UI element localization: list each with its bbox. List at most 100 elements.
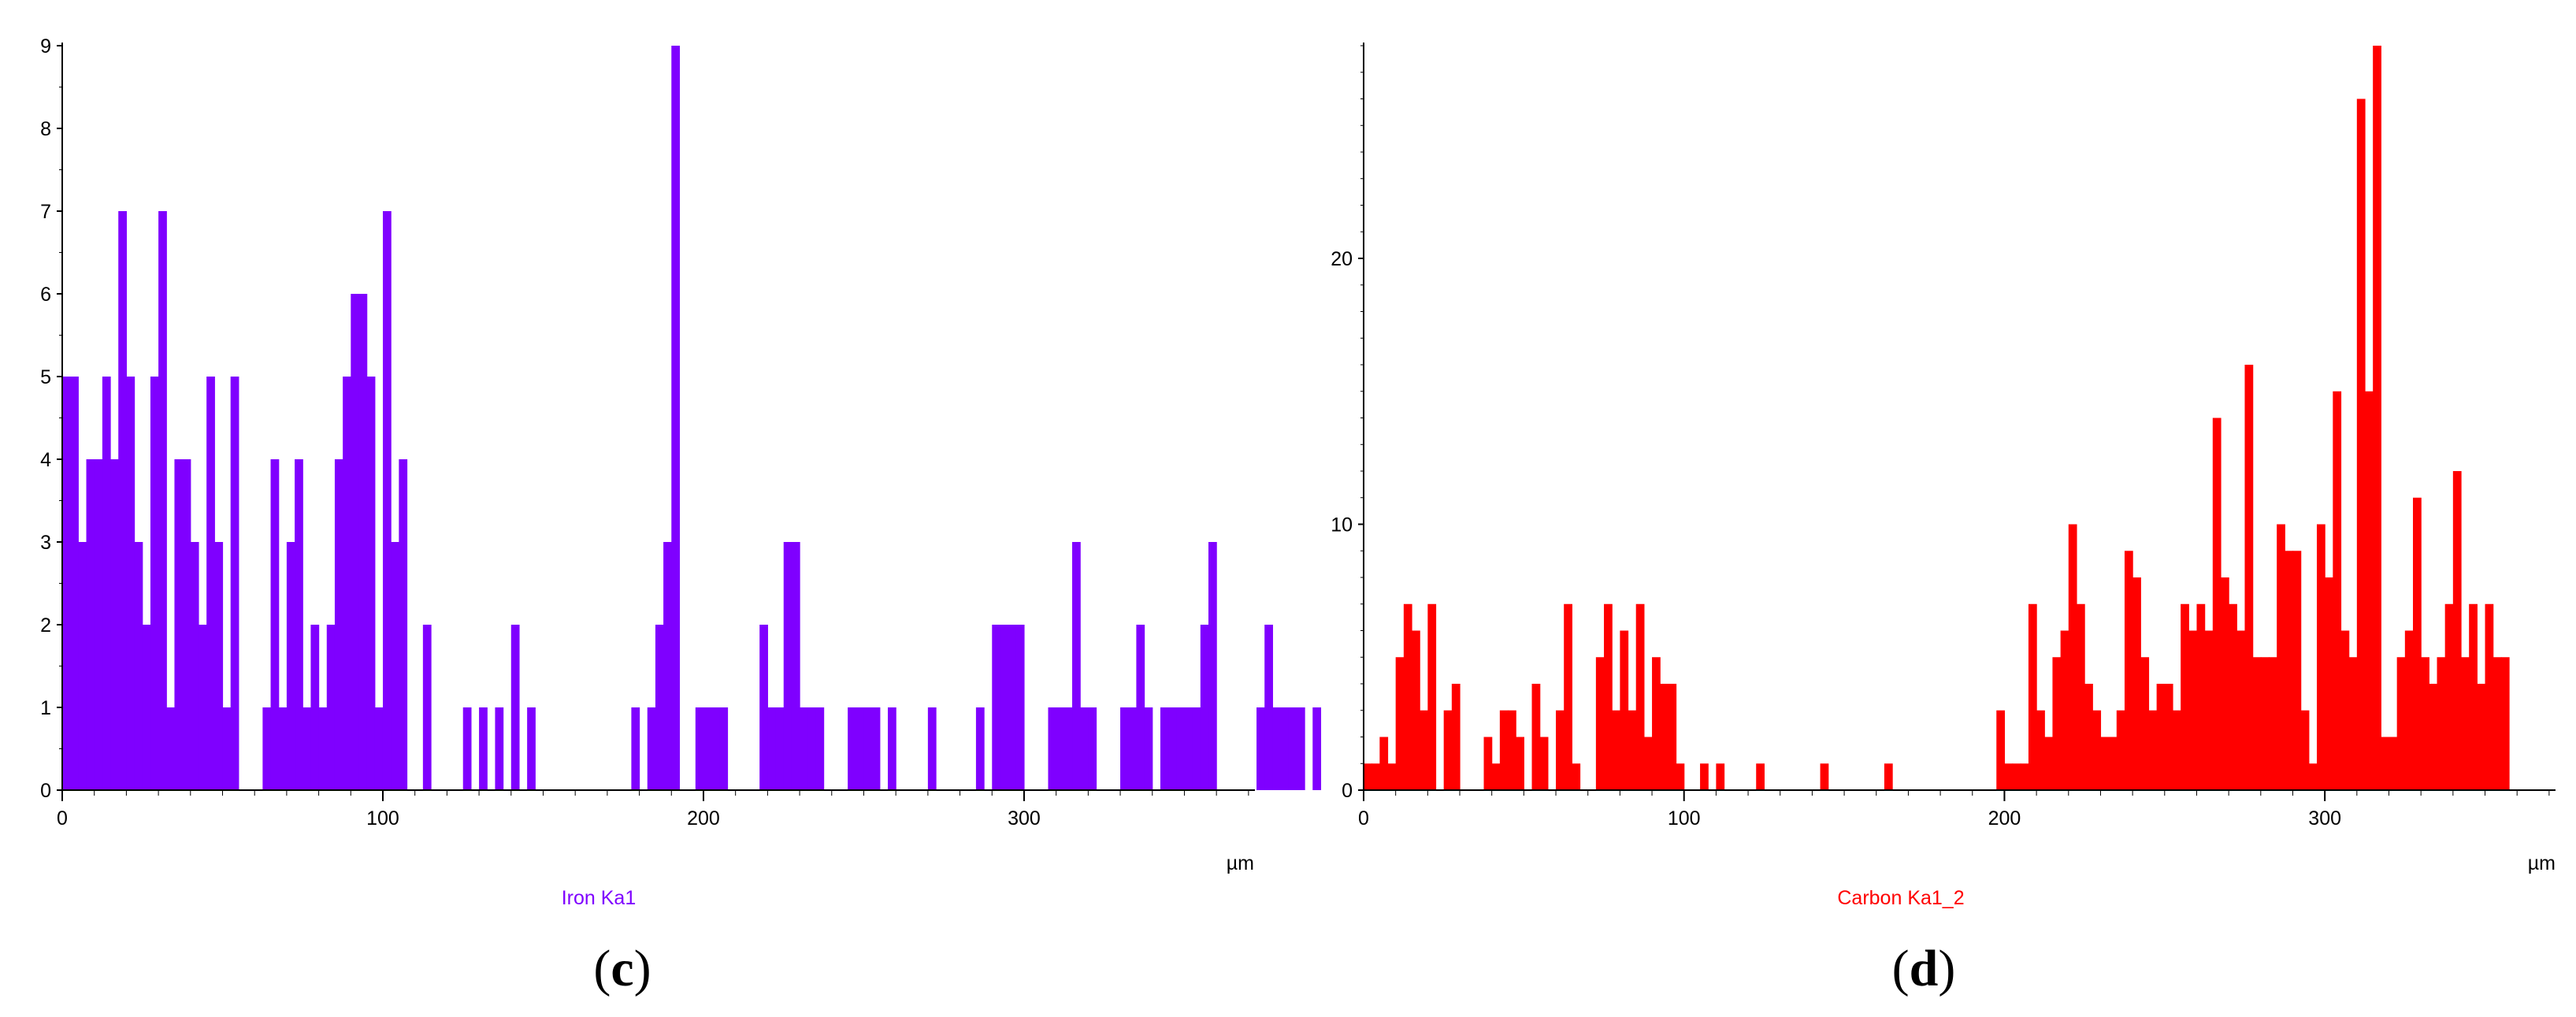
bar-carbon bbox=[2285, 551, 2294, 790]
bar-carbon bbox=[2100, 737, 2110, 790]
bar-iron bbox=[230, 377, 239, 790]
bar-iron bbox=[174, 459, 184, 790]
bar-carbon bbox=[1516, 737, 1524, 790]
series-label-carbon: Carbon Ka1_2 bbox=[1837, 887, 1964, 909]
bar-iron bbox=[286, 542, 295, 790]
bar-carbon bbox=[2252, 657, 2262, 790]
bars-iron bbox=[62, 46, 1322, 790]
bar-carbon bbox=[1508, 710, 1516, 790]
bar-carbon bbox=[2308, 763, 2318, 790]
bar-carbon bbox=[2437, 657, 2446, 790]
bar-carbon bbox=[2076, 603, 2085, 790]
bar-iron bbox=[1296, 707, 1305, 790]
bar-carbon bbox=[2421, 657, 2429, 790]
bar-iron bbox=[719, 707, 729, 790]
bar-carbon bbox=[1379, 737, 1389, 790]
bar-carbon bbox=[2229, 603, 2237, 790]
y-tick-label: 9 bbox=[40, 35, 51, 58]
bar-iron bbox=[510, 625, 520, 790]
bar-iron bbox=[1000, 625, 1009, 790]
bar-iron bbox=[1080, 707, 1089, 790]
bar-iron bbox=[1015, 625, 1025, 790]
bar-carbon bbox=[2316, 524, 2325, 790]
bar-carbon bbox=[1620, 630, 1629, 790]
bar-iron bbox=[366, 377, 376, 790]
y-tick-label: 3 bbox=[40, 532, 51, 554]
bar-iron bbox=[783, 542, 792, 790]
bar-iron bbox=[391, 542, 399, 790]
bar-iron bbox=[206, 377, 215, 790]
bar-carbon bbox=[1451, 684, 1461, 790]
bar-iron bbox=[343, 377, 351, 790]
x-ticks-carbon: 0 100 200 300 bbox=[1358, 790, 2550, 830]
bar-carbon bbox=[2492, 657, 2502, 790]
x-tick-label: 100 bbox=[1668, 807, 1701, 830]
bar-carbon bbox=[1539, 737, 1549, 790]
bar-carbon bbox=[2092, 710, 2102, 790]
bar-carbon bbox=[2389, 737, 2398, 790]
chart-panel-d: 0 10 20 0 100 200 300 µm Carbon Ka1_2 (d) bbox=[1331, 43, 2556, 997]
bar-carbon bbox=[1820, 763, 1829, 790]
bar-iron bbox=[278, 707, 288, 790]
bar-carbon bbox=[2429, 684, 2438, 790]
bar-iron bbox=[222, 707, 232, 790]
bar-carbon bbox=[2356, 98, 2366, 790]
bar-iron bbox=[422, 625, 432, 790]
bar-carbon bbox=[1660, 684, 1668, 790]
bar-iron bbox=[78, 542, 87, 790]
bar-iron bbox=[1280, 707, 1290, 790]
bar-carbon bbox=[1387, 763, 1397, 790]
bar-carbon bbox=[1604, 603, 1613, 790]
bar-carbon bbox=[2469, 603, 2478, 790]
bar-iron bbox=[94, 459, 103, 790]
bar-iron bbox=[62, 377, 71, 790]
bar-iron bbox=[462, 707, 472, 790]
bar-iron bbox=[871, 707, 881, 790]
bar-iron bbox=[166, 707, 176, 790]
bar-iron bbox=[310, 625, 320, 790]
bar-carbon bbox=[2140, 657, 2150, 790]
bar-iron bbox=[1200, 625, 1209, 790]
bar-carbon bbox=[2036, 710, 2045, 790]
x-tick-label: 0 bbox=[1358, 807, 1369, 830]
bar-iron bbox=[142, 625, 151, 790]
series-label-iron: Iron Ka1 bbox=[562, 887, 637, 909]
bar-iron bbox=[399, 459, 408, 790]
bar-carbon bbox=[2084, 684, 2093, 790]
bar-iron bbox=[767, 707, 777, 790]
panel-letter-d: d bbox=[1910, 940, 1939, 997]
bar-carbon bbox=[1443, 710, 1453, 790]
bar-carbon bbox=[1491, 763, 1501, 790]
bar-carbon bbox=[2365, 391, 2374, 790]
bar-iron bbox=[374, 707, 384, 790]
bar-carbon bbox=[2236, 630, 2246, 790]
bar-carbon bbox=[2212, 418, 2222, 790]
x-tick-label: 100 bbox=[366, 807, 399, 830]
bar-iron bbox=[134, 542, 143, 790]
panel-letter-c: c bbox=[611, 940, 633, 997]
bar-carbon bbox=[2124, 551, 2133, 790]
x-tick-label: 300 bbox=[1008, 807, 1041, 830]
bar-carbon bbox=[2485, 603, 2494, 790]
bar-carbon bbox=[1395, 657, 1405, 790]
bar-iron bbox=[695, 707, 704, 790]
bar-iron bbox=[1192, 707, 1201, 790]
bar-carbon bbox=[2220, 577, 2229, 790]
y-ticks-carbon: 0 10 20 bbox=[1331, 45, 1364, 802]
bar-carbon bbox=[2004, 763, 2014, 790]
bars-carbon bbox=[1364, 46, 2510, 790]
bar-iron bbox=[1120, 707, 1129, 790]
bar-carbon bbox=[2204, 630, 2214, 790]
bar-iron bbox=[1168, 707, 1177, 790]
y-tick-label: 6 bbox=[40, 284, 51, 306]
bar-carbon bbox=[2452, 471, 2462, 790]
bar-iron bbox=[711, 707, 720, 790]
bar-iron bbox=[214, 542, 224, 790]
bar-iron bbox=[1160, 707, 1169, 790]
bar-carbon bbox=[2373, 46, 2381, 790]
x-tick-label: 0 bbox=[57, 807, 68, 830]
bar-iron bbox=[479, 707, 488, 790]
bar-carbon bbox=[2500, 657, 2510, 790]
x-tick-label: 200 bbox=[687, 807, 720, 830]
bar-carbon bbox=[2052, 657, 2062, 790]
